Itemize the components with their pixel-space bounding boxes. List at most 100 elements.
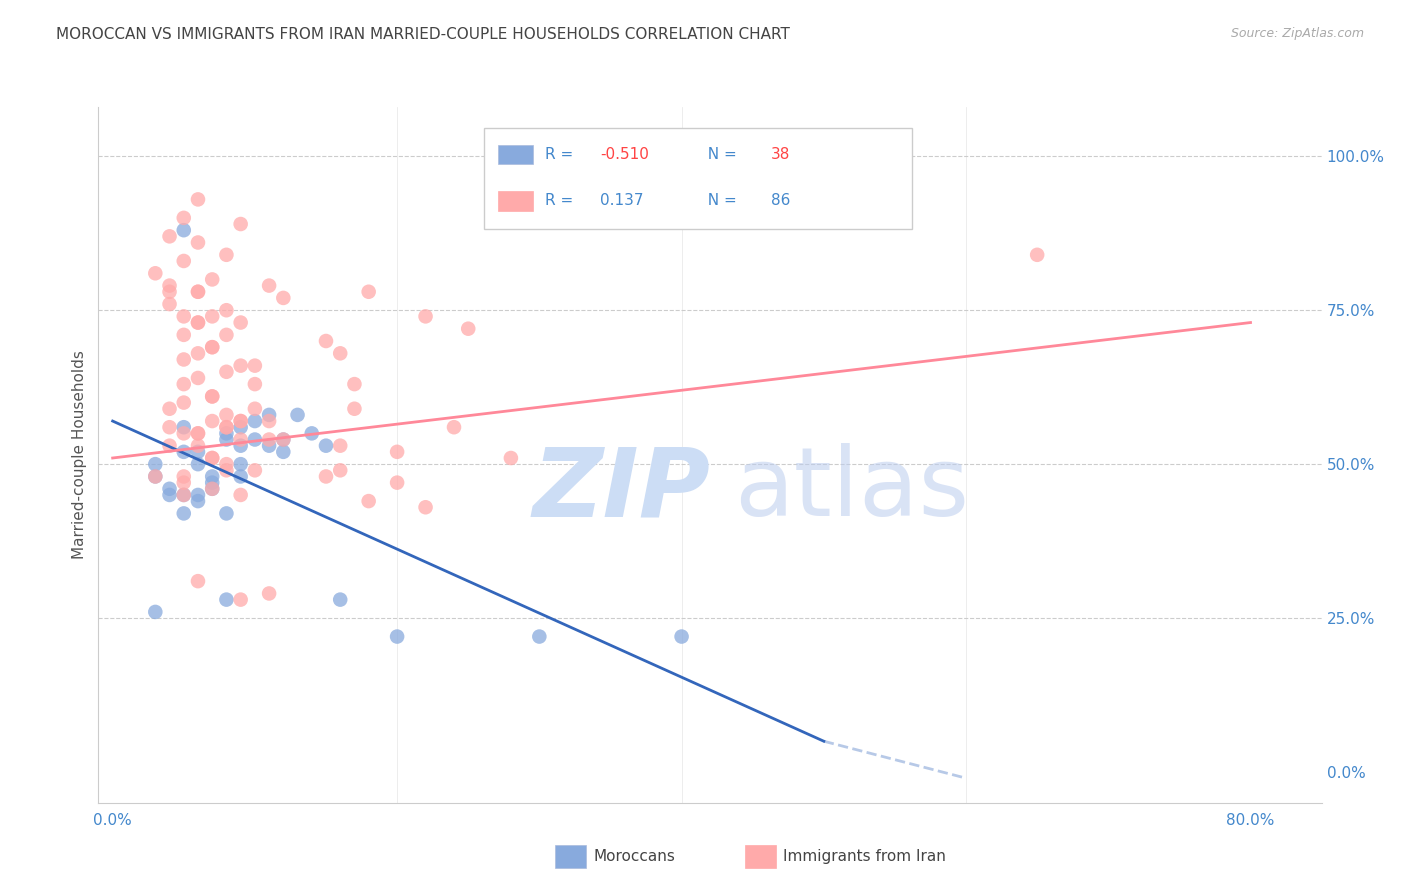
Point — [415, 310, 437, 324]
Point — [143, 266, 166, 280]
Point — [173, 475, 195, 490]
Point — [671, 630, 693, 644]
Point — [215, 433, 238, 447]
Point — [215, 457, 238, 471]
Point — [201, 450, 224, 465]
Point — [229, 414, 252, 428]
Point — [187, 193, 209, 207]
Point — [229, 414, 252, 428]
Text: Source: ZipAtlas.com: Source: ZipAtlas.com — [1230, 27, 1364, 40]
Point — [159, 401, 181, 416]
Point — [187, 285, 209, 299]
Point — [257, 408, 280, 422]
Text: N =: N = — [697, 147, 741, 161]
Point — [187, 426, 209, 441]
Point — [173, 488, 195, 502]
Point — [215, 420, 238, 434]
Point — [159, 229, 181, 244]
Point — [257, 433, 280, 447]
Point — [257, 439, 280, 453]
Point — [273, 291, 295, 305]
Point — [329, 346, 352, 360]
Point — [385, 445, 408, 459]
Point — [173, 420, 195, 434]
Point — [243, 377, 266, 392]
Point — [229, 420, 252, 434]
Point — [257, 414, 280, 428]
Point — [173, 377, 195, 392]
Point — [201, 389, 224, 403]
Point — [457, 321, 479, 335]
Text: R =: R = — [546, 194, 578, 209]
Point — [201, 389, 224, 403]
Point — [159, 482, 181, 496]
Point — [215, 426, 238, 441]
Point — [187, 235, 209, 250]
Point — [201, 340, 224, 354]
Text: 86: 86 — [772, 194, 790, 209]
Point — [229, 488, 252, 502]
Bar — [498, 145, 533, 164]
Point — [229, 592, 252, 607]
Point — [173, 469, 195, 483]
Point — [315, 469, 337, 483]
Point — [173, 445, 195, 459]
Point — [187, 494, 209, 508]
Point — [201, 310, 224, 324]
Point — [215, 507, 238, 521]
Bar — [498, 191, 533, 211]
Text: MOROCCAN VS IMMIGRANTS FROM IRAN MARRIED-COUPLE HOUSEHOLDS CORRELATION CHART: MOROCCAN VS IMMIGRANTS FROM IRAN MARRIED… — [56, 27, 790, 42]
Point — [1026, 248, 1049, 262]
Point — [187, 316, 209, 330]
Point — [273, 445, 295, 459]
Text: N =: N = — [697, 194, 741, 209]
Y-axis label: Married-couple Households: Married-couple Households — [72, 351, 87, 559]
Point — [215, 408, 238, 422]
Point — [159, 278, 181, 293]
Point — [173, 352, 195, 367]
Point — [329, 439, 352, 453]
Point — [143, 469, 166, 483]
Point — [273, 433, 295, 447]
Point — [159, 420, 181, 434]
Point — [243, 463, 266, 477]
Point — [243, 401, 266, 416]
Point — [173, 223, 195, 237]
Point — [357, 285, 380, 299]
Point — [187, 316, 209, 330]
Point — [385, 475, 408, 490]
Point — [173, 507, 195, 521]
Point — [343, 377, 366, 392]
Point — [201, 482, 224, 496]
Point — [229, 439, 252, 453]
Point — [159, 439, 181, 453]
Point — [201, 272, 224, 286]
Point — [201, 450, 224, 465]
Point — [187, 574, 209, 589]
Point — [329, 592, 352, 607]
Point — [315, 439, 337, 453]
Text: -0.510: -0.510 — [600, 147, 648, 161]
Point — [173, 327, 195, 342]
Point — [315, 334, 337, 348]
Point — [187, 439, 209, 453]
Text: R =: R = — [546, 147, 578, 161]
Point — [187, 457, 209, 471]
Point — [229, 316, 252, 330]
Point — [173, 395, 195, 409]
Point — [215, 365, 238, 379]
Point — [273, 433, 295, 447]
Point — [201, 340, 224, 354]
Text: atlas: atlas — [734, 443, 970, 536]
Point — [287, 408, 309, 422]
Point — [229, 217, 252, 231]
Point — [187, 285, 209, 299]
Point — [357, 494, 380, 508]
Point — [187, 445, 209, 459]
Point — [159, 297, 181, 311]
Point — [257, 278, 280, 293]
Point — [243, 414, 266, 428]
Point — [415, 500, 437, 515]
Point — [173, 426, 195, 441]
Point — [187, 371, 209, 385]
